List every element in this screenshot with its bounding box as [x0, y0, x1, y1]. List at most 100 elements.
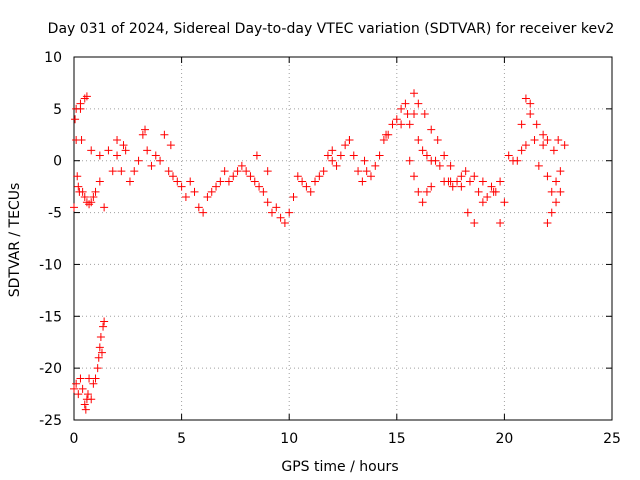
- data-point: [349, 151, 358, 160]
- data-point: [366, 172, 375, 181]
- data-point: [74, 390, 83, 399]
- data-point: [203, 193, 212, 202]
- data-point: [194, 203, 203, 212]
- data-point: [199, 208, 208, 217]
- data-point: [250, 177, 259, 186]
- data-point: [298, 177, 307, 186]
- data-point: [181, 193, 190, 202]
- data-point: [259, 187, 268, 196]
- data-points: [70, 89, 569, 414]
- data-point: [414, 135, 423, 144]
- data-point: [311, 177, 320, 186]
- data-point: [315, 172, 324, 181]
- data-point: [80, 193, 89, 202]
- data-point: [78, 187, 87, 196]
- data-point: [362, 167, 371, 176]
- data-point: [73, 172, 82, 181]
- data-point: [95, 343, 104, 352]
- data-point: [496, 218, 505, 227]
- data-point: [224, 177, 233, 186]
- data-point: [420, 110, 429, 119]
- data-point: [371, 161, 380, 170]
- data-point: [500, 198, 509, 207]
- data-point: [216, 177, 225, 186]
- data-point: [532, 120, 541, 129]
- data-point: [392, 115, 401, 124]
- data-point: [78, 384, 87, 393]
- x-tick-labels: 0 5 10 15 20 25: [70, 431, 621, 447]
- data-point: [242, 167, 251, 176]
- data-point: [336, 151, 345, 160]
- data-point: [427, 182, 436, 191]
- data-point: [94, 353, 103, 362]
- x-axis-label: GPS time / hours: [281, 459, 398, 475]
- data-point: [156, 156, 165, 165]
- data-point: [549, 146, 558, 155]
- data-point: [134, 156, 143, 165]
- data-point: [379, 135, 388, 144]
- data-point: [100, 317, 109, 326]
- data-point: [470, 172, 479, 181]
- data-point: [113, 151, 122, 160]
- data-point: [233, 167, 242, 176]
- data-point: [328, 146, 337, 155]
- data-point: [177, 182, 186, 191]
- data-point: [478, 198, 487, 207]
- data-point: [119, 141, 128, 150]
- data-point: [108, 167, 117, 176]
- data-point: [435, 161, 444, 170]
- data-point: [560, 141, 569, 150]
- data-point: [401, 99, 410, 108]
- data-point: [403, 110, 412, 119]
- data-point: [72, 104, 81, 113]
- data-point: [526, 99, 535, 108]
- data-point: [93, 364, 102, 373]
- data-point: [487, 182, 496, 191]
- data-point: [427, 125, 436, 134]
- data-point: [534, 161, 543, 170]
- data-point: [474, 187, 483, 196]
- y-tick-label: -15: [39, 309, 62, 325]
- data-point: [143, 146, 152, 155]
- data-point: [410, 89, 419, 98]
- data-point: [71, 115, 80, 124]
- data-point: [323, 151, 332, 160]
- data-point: [229, 172, 238, 181]
- data-point: [121, 146, 130, 155]
- data-point: [489, 187, 498, 196]
- data-point: [530, 135, 539, 144]
- data-point: [100, 203, 109, 212]
- data-point: [446, 177, 455, 186]
- y-tick-label: 10: [44, 50, 62, 66]
- data-point: [418, 146, 427, 155]
- data-point: [388, 120, 397, 129]
- data-point: [87, 198, 96, 207]
- data-point: [138, 130, 147, 139]
- data-point: [302, 182, 311, 191]
- data-point: [207, 187, 216, 196]
- data-point: [465, 177, 474, 186]
- data-point: [552, 177, 561, 186]
- x-tick-label: 5: [177, 431, 186, 447]
- data-point: [173, 177, 182, 186]
- x-tick-label: 0: [70, 431, 79, 447]
- data-point: [405, 120, 414, 129]
- data-point: [99, 322, 108, 331]
- data-point: [354, 167, 363, 176]
- data-point: [539, 130, 548, 139]
- data-point: [556, 167, 565, 176]
- data-point: [543, 135, 552, 144]
- data-point: [397, 120, 406, 129]
- y-tick-label: 5: [53, 102, 62, 118]
- data-point: [267, 208, 276, 217]
- data-point: [422, 187, 431, 196]
- data-point: [212, 182, 221, 191]
- data-point: [168, 172, 177, 181]
- data-point: [285, 208, 294, 217]
- data-point: [345, 135, 354, 144]
- data-point: [104, 146, 113, 155]
- x-tick-label: 15: [388, 431, 406, 447]
- data-point: [276, 213, 285, 222]
- data-point: [280, 218, 289, 227]
